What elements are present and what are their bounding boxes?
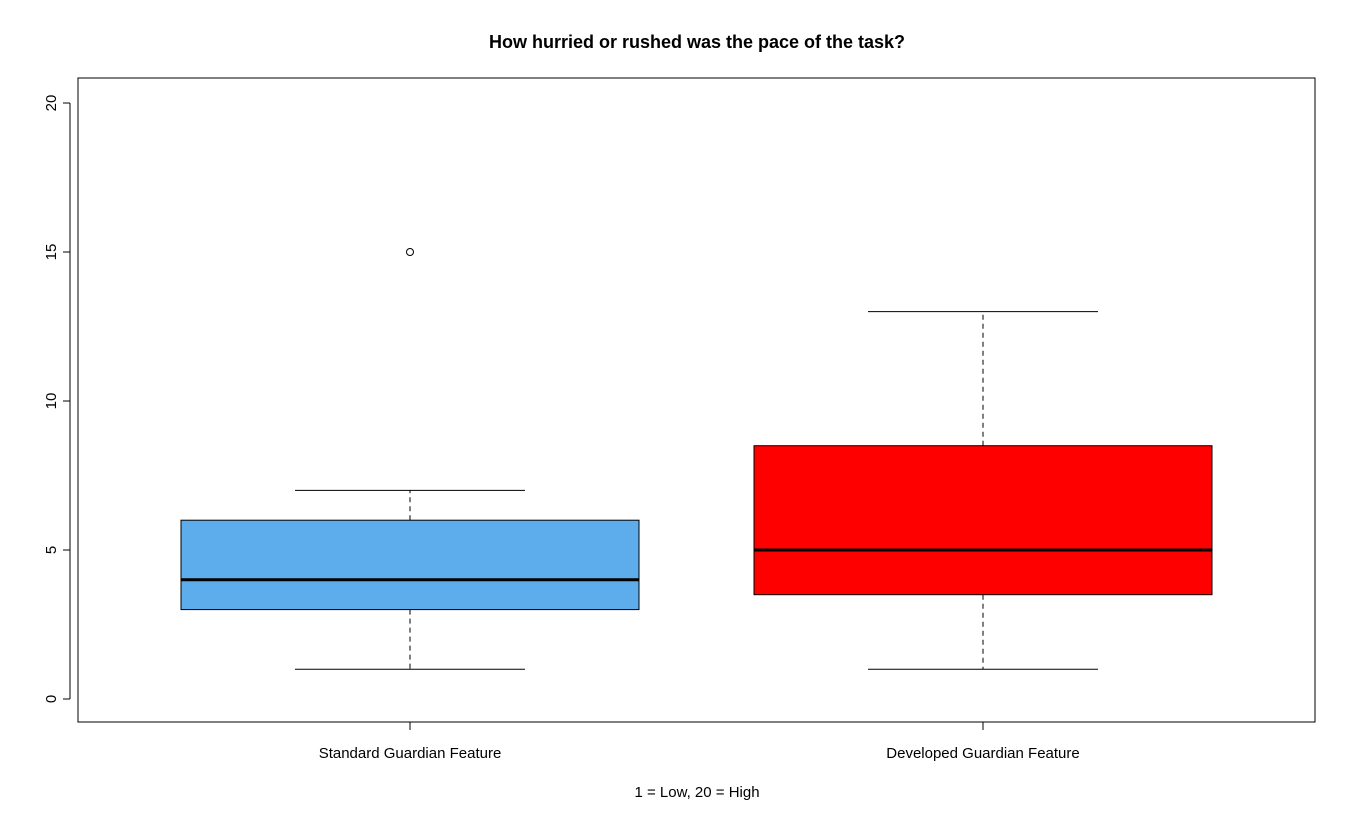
y-tick-label: 10 (43, 393, 60, 410)
x-tick-label: Standard Guardian Feature (319, 745, 502, 762)
y-axis: 0 5 10 15 20 (43, 95, 71, 703)
iqr-box (180, 519, 640, 611)
x-tick-label: Developed Guardian Feature (886, 745, 1079, 762)
outlier-point (406, 248, 414, 256)
y-tick-label: 0 (43, 695, 60, 703)
x-axis-label: 1 = Low, 20 = High (634, 784, 759, 801)
boxes-group (180, 248, 1213, 670)
y-tick-label: 20 (43, 95, 60, 112)
box-2 (753, 311, 1213, 670)
plot-frame (77, 77, 1316, 723)
y-tick-label: 5 (43, 546, 60, 554)
iqr-box (753, 445, 1213, 596)
x-axis: Standard Guardian Feature Developed Guard… (319, 721, 1080, 762)
y-tick-label: 15 (43, 244, 60, 261)
box-1 (180, 248, 640, 670)
chart-title: How hurried or rushed was the pace of th… (489, 32, 905, 52)
